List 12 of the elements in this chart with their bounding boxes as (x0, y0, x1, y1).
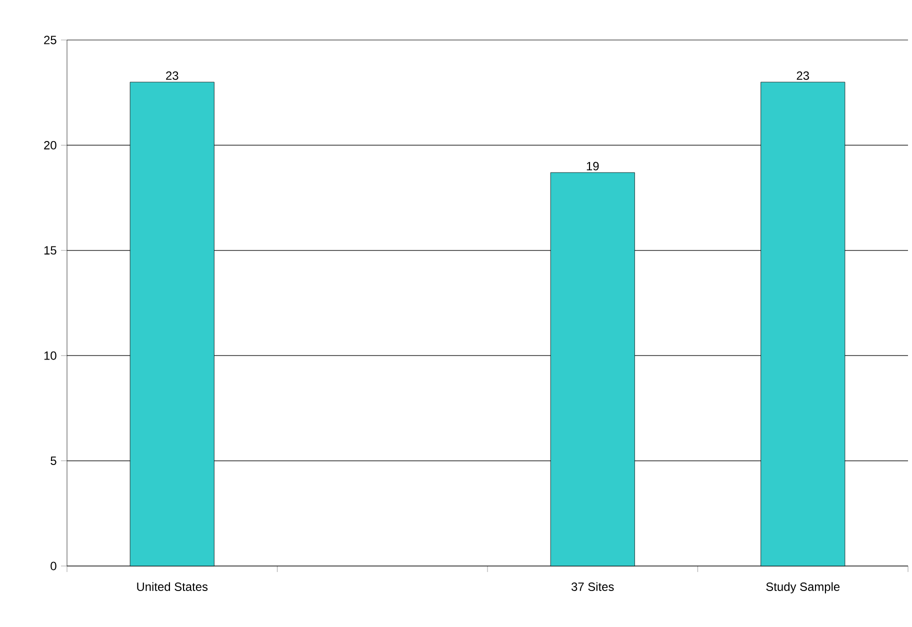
data-label: 23 (796, 71, 810, 80)
y-tick-label: 25 (44, 36, 56, 44)
y-tick-label: 20 (44, 140, 56, 150)
y-tick-label: 5 (50, 456, 56, 465)
data-label: 23 (166, 71, 178, 80)
data-label: 19 (586, 162, 599, 170)
x-tick-label: Study Sample (766, 582, 840, 594)
y-tick-label: 15 (44, 246, 56, 255)
y-tick-label: 0 (50, 562, 56, 570)
y-tick-label: 10 (44, 351, 56, 360)
x-tick-label: 37 Sites (571, 582, 614, 591)
x-tick-label: United States (137, 582, 208, 591)
